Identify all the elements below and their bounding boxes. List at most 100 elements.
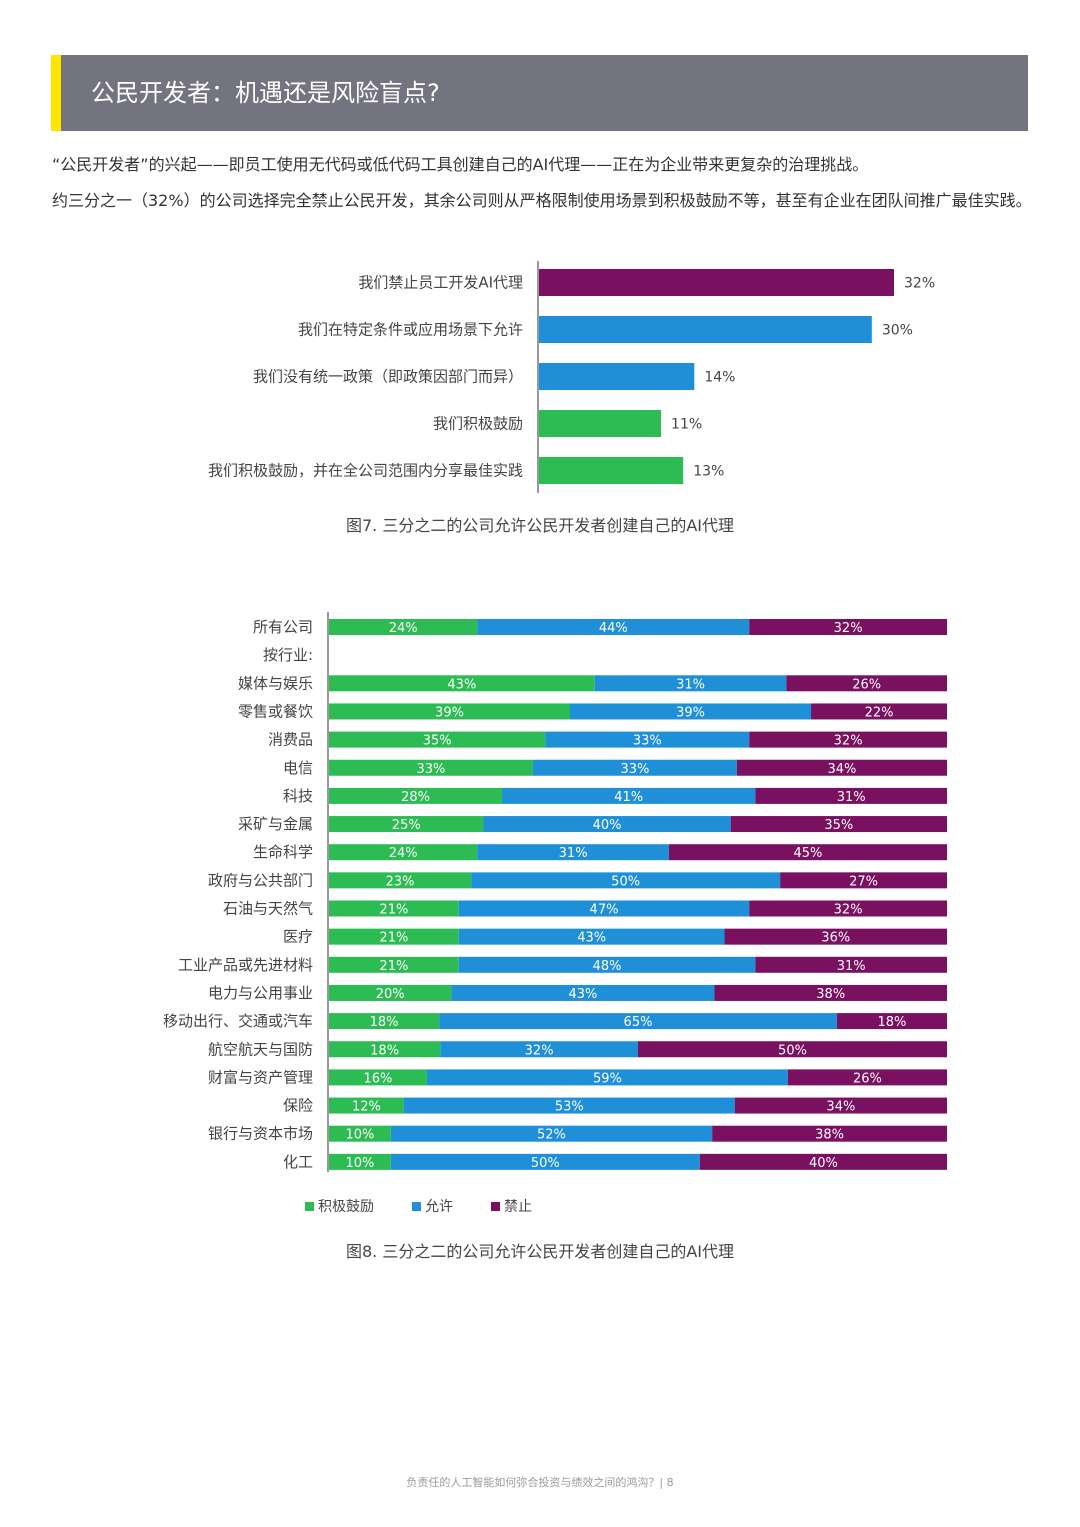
fig8-bar-segment xyxy=(403,1097,735,1114)
fig8-segment-label: 31% xyxy=(837,790,866,805)
fig8-segment-label: 40% xyxy=(593,818,622,833)
fig8-segment-label: 32% xyxy=(525,1043,554,1058)
fig8-segment-label: 26% xyxy=(853,1071,882,1086)
fig8-segment-label: 45% xyxy=(793,846,822,861)
fig8-segment-label: 38% xyxy=(816,987,845,1002)
fig8-segment-label: 24% xyxy=(389,621,418,636)
fig8-bar-segment xyxy=(502,787,756,804)
fig8-bar-segment xyxy=(458,900,750,917)
fig7-category-label: 我们禁止员工开发AI代理 xyxy=(358,274,523,292)
fig8-category-label: 化工 xyxy=(283,1153,313,1171)
fig7-value-label: 14% xyxy=(704,370,735,386)
fig8-bar-segment xyxy=(699,1153,947,1170)
intro-paragraph-2: 约三分之一（32%）的公司选择完全禁止公民开发，其余公司则从严格限制使用场景到积… xyxy=(52,191,1032,210)
fig8-segment-label: 21% xyxy=(379,959,408,974)
fig8-category-label: 按行业: xyxy=(263,646,313,664)
fig8-bar-segment xyxy=(638,1041,947,1058)
fig8-segment-label: 32% xyxy=(834,734,863,749)
fig8-category-label: 医疗 xyxy=(283,928,313,946)
figure-8-legend: 积极鼓励 允许 禁止 xyxy=(305,1196,532,1216)
fig8-bar-segment xyxy=(329,1069,427,1086)
legend-swatch-encourage xyxy=(305,1201,314,1211)
fig7-value-label: 30% xyxy=(882,323,913,339)
fig8-segment-label: 16% xyxy=(363,1071,392,1086)
fig7-value-label: 13% xyxy=(693,464,724,480)
fig8-segment-label: 33% xyxy=(417,762,446,777)
fig8-segment-label: 26% xyxy=(852,677,881,692)
fig8-segment-label: 25% xyxy=(392,818,421,833)
legend-label-encourage: 积极鼓励 xyxy=(318,1199,374,1215)
fig8-bar-segment xyxy=(594,675,787,692)
fig7-category-label: 我们在特定条件或应用场景下允许 xyxy=(298,321,523,339)
fig7-value-label: 11% xyxy=(671,417,702,433)
fig7-category-label: 我们积极鼓励 xyxy=(433,415,523,433)
fig8-bar-segment xyxy=(329,928,459,945)
fig8-bar-segment xyxy=(736,759,947,776)
fig8-bar-segment xyxy=(477,844,669,861)
legend-swatch-prohibit xyxy=(491,1201,500,1211)
fig8-bar-segment xyxy=(749,731,947,748)
fig8-category-label: 科技 xyxy=(283,787,313,805)
fig8-segment-label: 22% xyxy=(865,705,894,720)
fig8-segment-label: 47% xyxy=(590,903,619,918)
fig8-segment-label: 34% xyxy=(827,762,856,777)
fig8-bar-segment xyxy=(329,900,459,917)
figure-7-caption: 图7. 三分之二的公司允许公民开发者创建自己的AI代理 xyxy=(345,516,735,535)
fig8-bar-segment xyxy=(786,675,947,692)
fig8-bar-segment xyxy=(329,872,472,889)
fig8-segment-label: 50% xyxy=(531,1156,560,1171)
fig7-bar xyxy=(539,316,872,343)
legend-swatch-allow xyxy=(412,1201,421,1211)
fig8-segment-label: 38% xyxy=(815,1128,844,1143)
fig8-segment-label: 39% xyxy=(676,705,705,720)
fig8-segment-label: 31% xyxy=(559,846,588,861)
fig8-category-label: 移动出行、交通或汽车 xyxy=(163,1012,313,1030)
fig8-bar-segment xyxy=(390,1153,700,1170)
legend-label-prohibit: 禁止 xyxy=(504,1199,532,1215)
fig7-value-label: 32% xyxy=(904,276,935,292)
fig8-segment-label: 12% xyxy=(352,1100,381,1115)
fig8-bar-segment xyxy=(714,984,947,1001)
fig8-category-label: 银行与资本市场 xyxy=(208,1125,313,1143)
fig8-bar-segment xyxy=(390,1125,713,1142)
fig8-bar-segment xyxy=(477,619,750,635)
legend-label-allow: 允许 xyxy=(425,1199,453,1215)
fig8-segment-label: 10% xyxy=(345,1128,374,1143)
fig8-category-label: 航空航天与国防 xyxy=(208,1040,313,1058)
fig8-segment-label: 52% xyxy=(537,1128,566,1143)
fig8-bar-segment xyxy=(329,956,459,973)
fig8-bar-segment xyxy=(471,872,781,889)
figure-8-caption: 图8. 三分之二的公司允许公民开发者创建自己的AI代理 xyxy=(345,1242,735,1261)
fig8-bar-segment xyxy=(329,787,503,804)
fig8-segment-label: 32% xyxy=(834,621,863,636)
fig8-segment-label: 31% xyxy=(676,677,705,692)
fig8-category-label: 所有公司 xyxy=(253,618,313,636)
fig8-bar-segment xyxy=(440,1041,638,1058)
fig8-segment-label: 50% xyxy=(611,874,640,889)
fig8-segment-label: 35% xyxy=(824,818,853,833)
fig8-segment-label: 34% xyxy=(826,1100,855,1115)
legend-item-allow: 允许 xyxy=(412,1196,453,1216)
fig8-bar-segment xyxy=(545,731,750,748)
fig8-segment-label: 23% xyxy=(386,874,415,889)
figure-7-bar-chart: 我们禁止员工开发AI代理 32% 我们在特定条件或应用场景下允许 30% 我们没有统一政… xyxy=(208,261,935,493)
fig8-category-label: 电力与公用事业 xyxy=(208,984,313,1002)
fig8-bar-segment xyxy=(329,1153,391,1170)
fig8-bar-segment xyxy=(329,816,484,833)
fig8-bar-segment xyxy=(329,1097,404,1114)
fig8-segment-label: 18% xyxy=(370,1015,399,1030)
fig8-bar-segment xyxy=(836,1013,947,1030)
fig8-bar-segment xyxy=(329,703,571,720)
fig8-segment-label: 43% xyxy=(577,931,606,946)
fig8-bar-segment xyxy=(755,787,947,804)
fig8-segment-label: 43% xyxy=(447,677,476,692)
fig8-bar-segment xyxy=(329,844,478,861)
page-title: 公民开发者：机遇还是风险盲点? xyxy=(91,79,440,107)
fig8-segment-label: 35% xyxy=(423,734,452,749)
fig8-category-label: 电信 xyxy=(283,759,313,777)
fig8-segment-label: 44% xyxy=(599,621,628,636)
fig8-segment-label: 32% xyxy=(834,903,863,918)
fig8-category-label: 零售或餐饮 xyxy=(238,702,313,720)
fig8-bar-segment xyxy=(329,1013,440,1030)
fig8-bar-segment xyxy=(329,675,595,692)
